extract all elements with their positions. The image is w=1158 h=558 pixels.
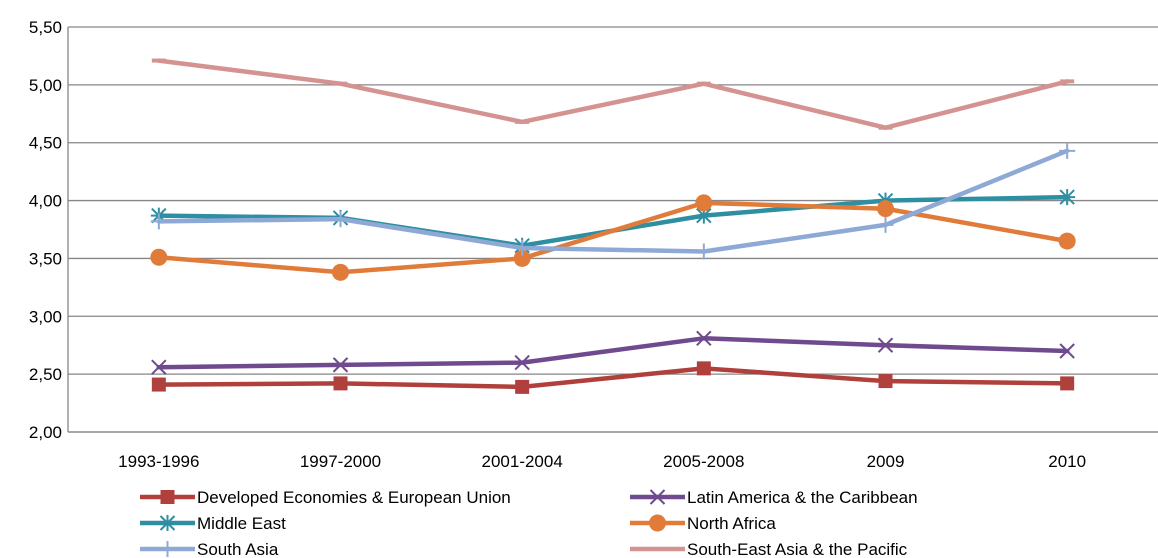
legend-item: South Asia (140, 540, 279, 558)
data-point (514, 354, 530, 371)
legend-item: North Africa (630, 514, 776, 533)
data-point (878, 374, 893, 389)
legend-item: Latin America & the Caribbean (630, 488, 918, 507)
x-axis-tick-labels: 1993-1996 1997-2000 2001-2004 2005-2008 2009… (118, 452, 1086, 471)
data-point (332, 263, 349, 281)
data-point (332, 211, 349, 228)
x-tick-label: 2009 (867, 452, 905, 471)
series-line (156, 366, 1070, 390)
data-point (877, 216, 894, 233)
data-point (333, 376, 348, 391)
data-point (1059, 142, 1076, 159)
series-latin-america-the-caribbean (151, 330, 1075, 375)
series-north-africa (150, 194, 1076, 281)
data-point (515, 379, 530, 394)
legend-label: South-East Asia & the Pacific (687, 540, 908, 558)
data-point (695, 194, 713, 212)
y-tick-label: 3,00 (29, 307, 62, 326)
data-point (1058, 232, 1076, 250)
x-tick-label: 2010 (1048, 452, 1086, 471)
legend: Developed Economies & European Union Lati… (140, 488, 918, 558)
legend-label: South Asia (197, 540, 279, 558)
data-point (151, 359, 167, 375)
legend-label: Latin America & the Caribbean (687, 488, 918, 507)
data-point (514, 240, 531, 257)
legend-label: Middle East (197, 514, 286, 533)
data-point (151, 377, 166, 392)
series-line (156, 58, 1070, 130)
y-tick-label: 4,00 (29, 192, 62, 211)
series-lines (150, 58, 1076, 394)
data-point (332, 357, 349, 373)
y-tick-label: 5,50 (29, 18, 62, 37)
x-tick-label: 2005-2008 (663, 452, 744, 471)
y-tick-label: 5,00 (29, 76, 62, 95)
series-line (156, 148, 1070, 254)
data-point (696, 330, 712, 346)
data-point (649, 489, 666, 505)
data-point (696, 361, 711, 376)
y-tick-label: 2,00 (29, 423, 62, 442)
data-point (877, 200, 894, 218)
data-point (1059, 343, 1075, 359)
data-point (649, 514, 666, 532)
data-point (877, 337, 894, 353)
axes (67, 27, 1158, 433)
legend-label: Developed Economies & European Union (197, 488, 511, 507)
x-tick-label: 1993-1996 (118, 452, 199, 471)
data-point (695, 207, 712, 224)
x-tick-label: 2001-2004 (482, 452, 563, 471)
legend-item: Developed Economies & European Union (140, 488, 511, 507)
legend-item: South-East Asia & the Pacific (630, 540, 908, 558)
series-developed-economies-european-union (151, 361, 1075, 394)
data-point (1059, 189, 1076, 206)
y-axis-tick-labels: 2,00 2,50 3,00 3,50 4,00 4,50 5,00 5,50 (29, 18, 62, 442)
legend-item: Middle East (140, 514, 286, 533)
series-south-asia (150, 142, 1076, 260)
data-point (513, 249, 531, 267)
data-point (695, 243, 712, 260)
data-point (159, 541, 176, 557)
y-tick-label: 4,50 (29, 134, 62, 153)
grid-lines (68, 26, 1158, 433)
y-tick-label: 2,50 (29, 365, 62, 384)
series-line (156, 200, 1070, 275)
series-south-east-asia-the-pacific (151, 58, 1075, 130)
data-point (150, 213, 167, 230)
data-point (160, 490, 175, 504)
x-tick-label: 1997-2000 (300, 452, 381, 471)
legend-label: North Africa (687, 514, 776, 533)
y-tick-label: 3,50 (29, 249, 62, 268)
series-line (156, 336, 1070, 370)
data-point (1060, 376, 1075, 391)
data-point (159, 515, 176, 531)
data-point (150, 248, 168, 266)
